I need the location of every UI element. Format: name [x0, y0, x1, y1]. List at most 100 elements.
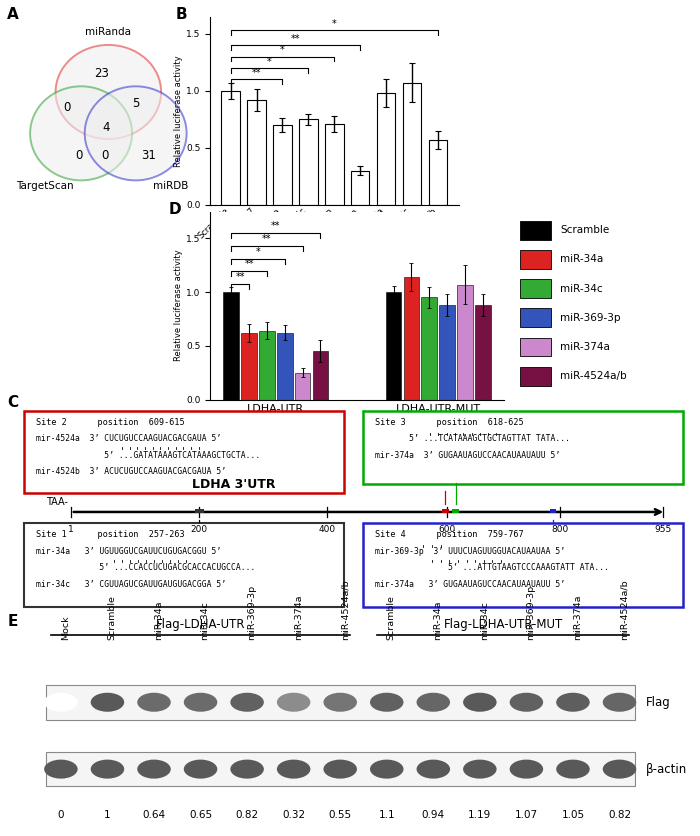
Bar [519, 221, 552, 240]
Text: **: ** [290, 34, 300, 44]
Text: 1: 1 [104, 810, 111, 820]
Text: miR-4524a/b: miR-4524a/b [620, 579, 629, 640]
Text: 0.64: 0.64 [142, 810, 166, 820]
Text: 5’ ...GATATAAAGTCATAAAGCTGCTA...: 5’ ...GATATAAAGTCATAAAGCTGCTA... [36, 451, 260, 460]
Bar [351, 171, 370, 205]
Ellipse shape [230, 693, 264, 711]
Text: Flag-LDHA-UTR: Flag-LDHA-UTR [156, 618, 245, 631]
Bar [519, 367, 552, 385]
Ellipse shape [277, 760, 310, 778]
Text: LDHA 3'UTR: LDHA 3'UTR [192, 478, 276, 492]
Bar [295, 373, 311, 400]
Ellipse shape [556, 760, 589, 778]
Text: 0.65: 0.65 [189, 810, 212, 820]
Text: TargetScan: TargetScan [16, 181, 74, 191]
Text: miR-4524a/b: miR-4524a/b [560, 371, 626, 381]
Text: 600: 600 [438, 525, 455, 534]
Bar [402, 83, 421, 205]
FancyBboxPatch shape [25, 523, 344, 607]
Text: A: A [6, 8, 18, 23]
Text: Scramble: Scramble [387, 594, 395, 640]
Bar [46, 685, 635, 720]
Text: 1.07: 1.07 [514, 810, 538, 820]
Text: Flag: Flag [646, 696, 671, 709]
Ellipse shape [44, 693, 78, 711]
FancyBboxPatch shape [25, 410, 344, 492]
Text: 1: 1 [68, 525, 74, 534]
Ellipse shape [416, 760, 450, 778]
Text: mir-34a   3’ UGUUGGUCGAUUCUGUGACGGU 5’: mir-34a 3’ UGUUGGUCGAUUCUGUGACGGU 5’ [36, 547, 221, 556]
Text: 400: 400 [318, 525, 335, 534]
Text: miR-34c: miR-34c [480, 600, 489, 640]
Text: miR-369-3p: miR-369-3p [526, 584, 536, 640]
Y-axis label: Relative luciferase activity: Relative luciferase activity [174, 55, 183, 166]
Bar [386, 292, 401, 400]
Text: C: C [8, 395, 19, 410]
Bar [277, 333, 293, 400]
Text: miR-4524a/b: miR-4524a/b [340, 579, 349, 640]
Ellipse shape [85, 86, 187, 181]
Bar [195, 509, 204, 513]
Bar [403, 277, 419, 400]
Text: mir-34c   3’ CGUUAGUCGAUUGAUGUGACGGA 5’: mir-34c 3’ CGUUAGUCGAUUGAUGUGACGGA 5’ [36, 579, 226, 589]
Bar [259, 331, 275, 400]
Text: 0.82: 0.82 [608, 810, 631, 820]
Text: 1.05: 1.05 [561, 810, 584, 820]
Y-axis label: Relative luciferase activity: Relative luciferase activity [174, 250, 183, 361]
Text: **: ** [252, 69, 261, 79]
Ellipse shape [323, 760, 357, 778]
Ellipse shape [91, 760, 124, 778]
Text: miR-374a: miR-374a [560, 342, 610, 352]
Ellipse shape [510, 693, 543, 711]
Ellipse shape [30, 86, 132, 181]
Ellipse shape [323, 693, 357, 711]
Text: Scramble: Scramble [560, 226, 609, 235]
Ellipse shape [277, 693, 310, 711]
Ellipse shape [230, 760, 264, 778]
Text: Flag-LDHA-UTR-MUT: Flag-LDHA-UTR-MUT [444, 618, 563, 631]
Text: E: E [8, 614, 18, 630]
Ellipse shape [44, 760, 78, 778]
Bar [442, 509, 449, 513]
Text: mir-374a  3’ GUGAAUAGUCCAACAUAAUAUU 5’: mir-374a 3’ GUGAAUAGUCCAACAUAAUAUU 5’ [374, 451, 560, 460]
Bar [247, 100, 266, 205]
Text: Site 2      position  609-615: Site 2 position 609-615 [36, 418, 184, 426]
Bar [273, 125, 292, 205]
Text: 955: 955 [654, 525, 671, 534]
Text: 0.82: 0.82 [235, 810, 259, 820]
Bar [46, 752, 635, 787]
Bar [421, 298, 437, 400]
Text: 0.32: 0.32 [282, 810, 305, 820]
Text: miR-369-3p: miR-369-3p [247, 584, 256, 640]
Text: miRanda: miRanda [85, 27, 132, 37]
Text: Mock: Mock [61, 615, 70, 640]
Text: 23: 23 [94, 67, 108, 79]
Ellipse shape [370, 693, 403, 711]
Ellipse shape [370, 760, 403, 778]
Bar [452, 509, 459, 513]
FancyBboxPatch shape [363, 410, 682, 484]
Text: mir-4524a  3’ CUCUGUCCAAGUACGACGAUA 5’: mir-4524a 3’ CUCUGUCCAAGUACGACGAUA 5’ [36, 434, 221, 443]
Text: miR-34a: miR-34a [560, 254, 603, 264]
Text: mir-374a   3’ GUGAAUAGUCCAACAUAAUAUU 5’: mir-374a 3’ GUGAAUAGUCCAACAUAAUAUU 5’ [374, 579, 565, 589]
Text: 5’ ...ATTGTAAGTCCCAAAGTATT ATA...: 5’ ...ATTGTAAGTCCCAAAGTATT ATA... [374, 563, 609, 572]
Text: Site 4      position  759-767: Site 4 position 759-767 [374, 530, 524, 539]
Bar [299, 120, 318, 205]
Text: β-actin: β-actin [646, 762, 687, 776]
Bar [519, 250, 552, 269]
Text: 0: 0 [57, 810, 64, 820]
Bar [475, 305, 491, 400]
Text: D: D [169, 202, 181, 217]
Text: miRDB: miRDB [153, 181, 188, 191]
FancyBboxPatch shape [363, 523, 682, 607]
Bar [241, 333, 257, 400]
Bar [457, 284, 473, 400]
Ellipse shape [556, 693, 589, 711]
Text: miR-34c: miR-34c [560, 283, 603, 293]
Text: Site 3      position  618-625: Site 3 position 618-625 [374, 418, 524, 426]
Bar [221, 91, 240, 205]
Text: 5’ ...CCACCUCUGACGCACCACUGCCA...: 5’ ...CCACCUCUGACGCACCACUGCCA... [36, 563, 255, 572]
Text: miR-374a: miR-374a [573, 594, 582, 640]
Text: Site 1      position  257-263: Site 1 position 257-263 [36, 530, 184, 539]
Text: miR-34a: miR-34a [154, 600, 163, 640]
